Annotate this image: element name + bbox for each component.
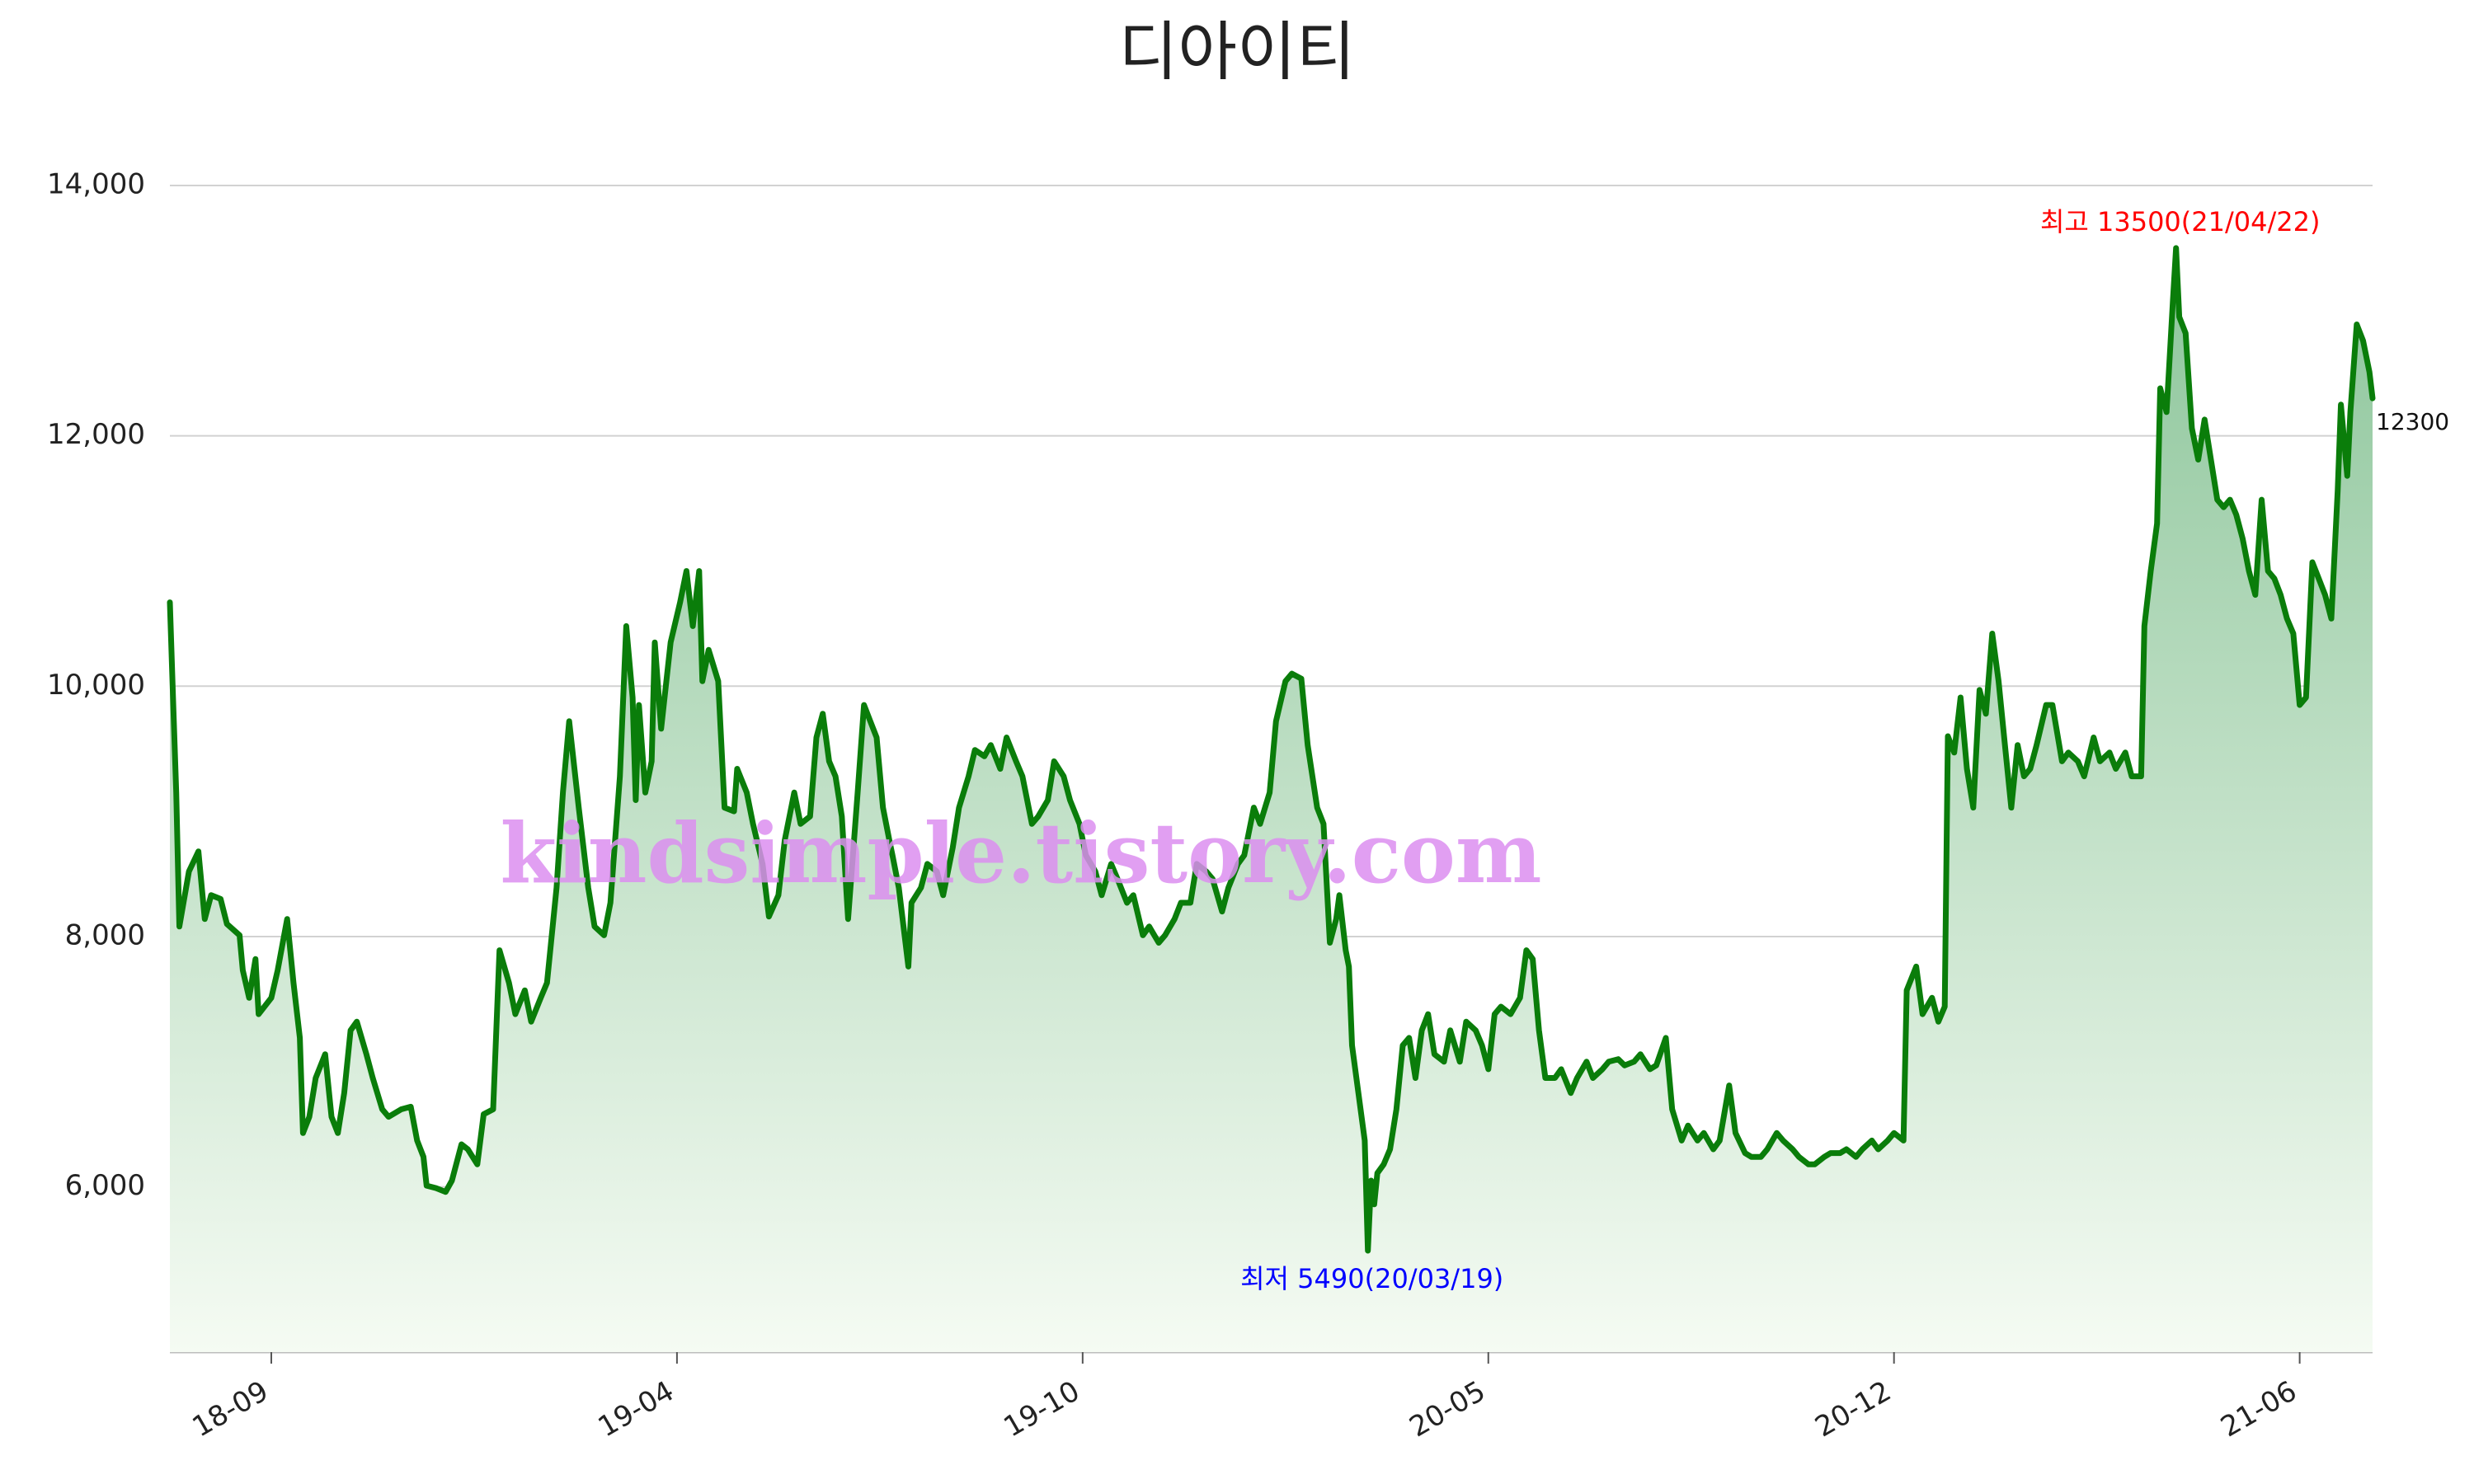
max-annotation: 최고 13500(21/04/22) (2040, 206, 2321, 237)
y-tick-label: 10,000 (47, 669, 145, 702)
watermark: kindsimple.tistory.com (501, 805, 1542, 902)
area (170, 247, 2373, 1352)
y-tick-label: 12,000 (47, 418, 145, 451)
y-tick-label: 8,000 (65, 918, 145, 951)
price-line (167, 245, 2376, 1254)
last-value-label: 12300 (2376, 408, 2449, 435)
y-tick-label: 6,000 (65, 1169, 145, 1202)
y-tick-label: 14,000 (47, 168, 145, 201)
chart-title: 디아이티 (1118, 15, 1355, 89)
min-annotation: 최저 5490(20/03/19) (1240, 1263, 1503, 1294)
